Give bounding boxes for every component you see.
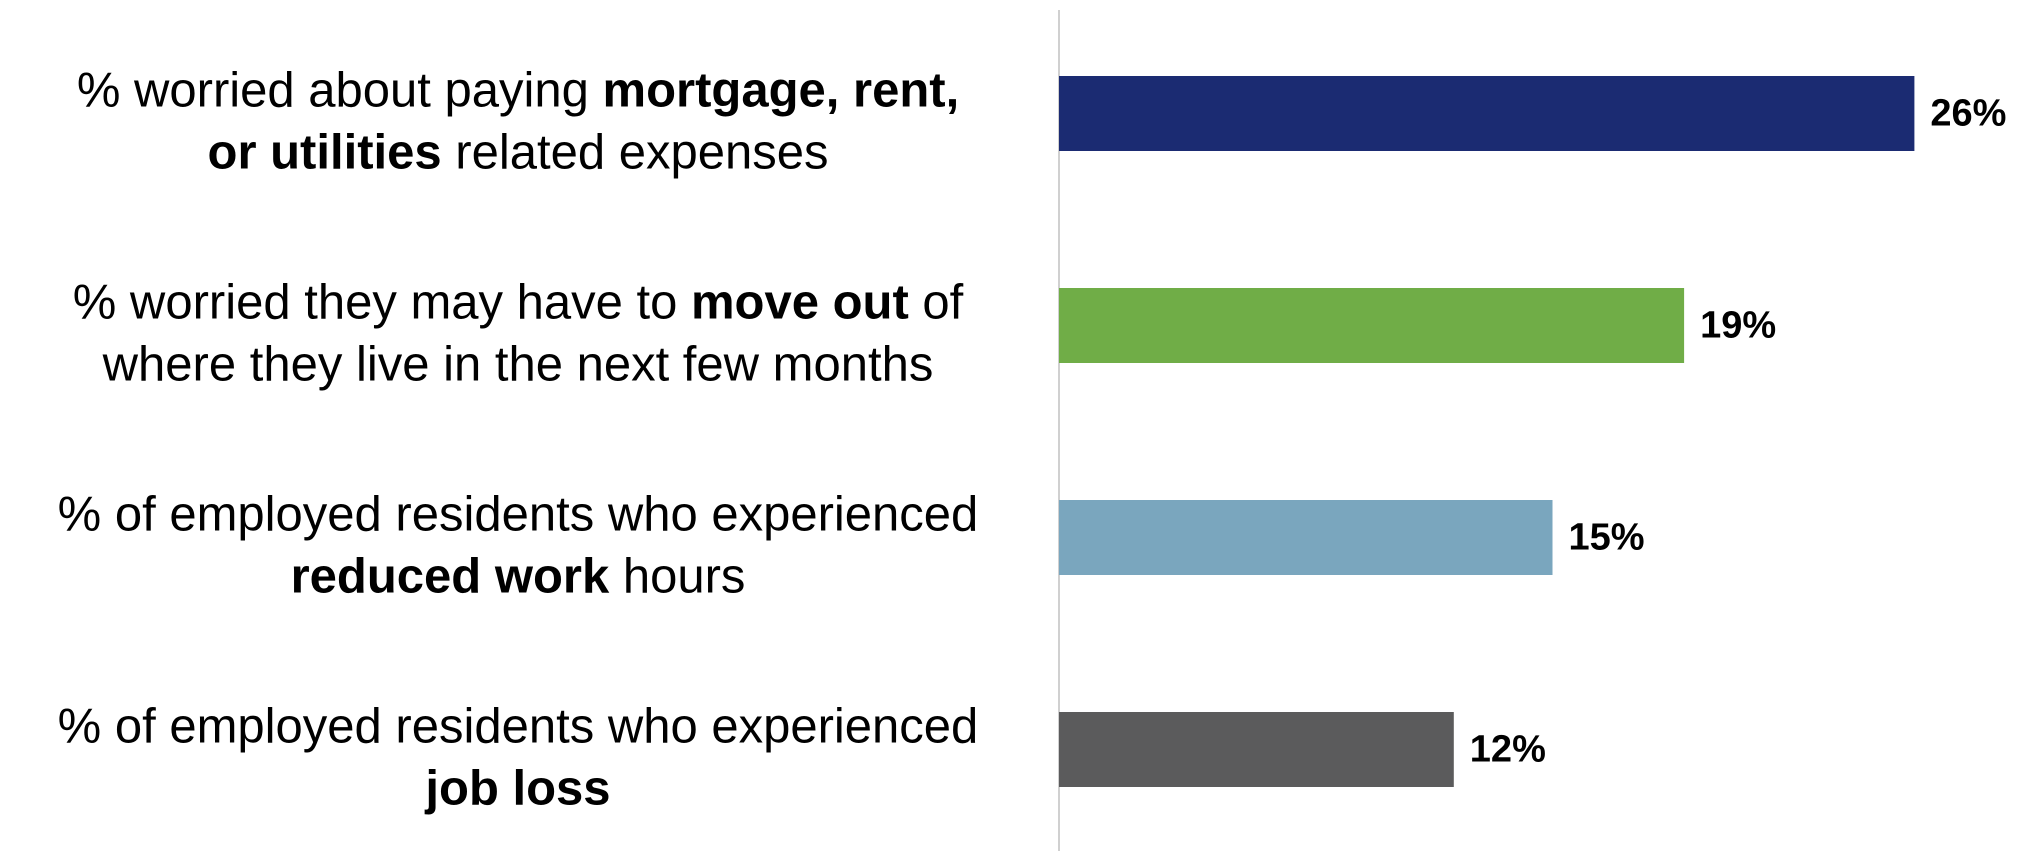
value-label: 15%	[1569, 517, 1645, 559]
category-label: % of employed residents who experienced	[58, 487, 979, 541]
bar	[1059, 712, 1454, 787]
category-label: reduced work hours	[291, 549, 746, 603]
category-label-run: of	[909, 275, 964, 329]
category-label-run: % worried about paying	[77, 63, 603, 117]
category-label-run: related expenses	[442, 125, 829, 179]
category-label: % worried they may have to move out of	[73, 275, 964, 329]
bar	[1059, 76, 1915, 151]
category-label-run: % worried they may have to	[73, 275, 691, 329]
bar	[1059, 500, 1553, 575]
category-label-run: job loss	[424, 761, 610, 815]
category-label-run: move out	[691, 275, 909, 329]
category-label: job loss	[424, 761, 610, 815]
category-label-run: mortgage, rent,	[603, 63, 960, 117]
category-label: or utilities related expenses	[208, 125, 829, 179]
category-label-run: reduced work	[291, 549, 610, 603]
category-label-run: % of employed residents who experienced	[58, 699, 979, 753]
value-label: 19%	[1700, 305, 1776, 347]
category-label: where they live in the next few months	[102, 337, 934, 391]
category-label-run: where they live in the next few months	[102, 337, 934, 391]
category-label: % worried about paying mortgage, rent,	[77, 63, 959, 117]
category-label-run: or utilities	[208, 125, 442, 179]
category-label-run: hours	[609, 549, 745, 603]
bar	[1059, 288, 1685, 363]
category-label-run: % of employed residents who experienced	[58, 487, 979, 541]
value-label: 26%	[1930, 93, 2006, 135]
category-label: % of employed residents who experienced	[58, 699, 979, 753]
value-label: 12%	[1470, 729, 1546, 771]
